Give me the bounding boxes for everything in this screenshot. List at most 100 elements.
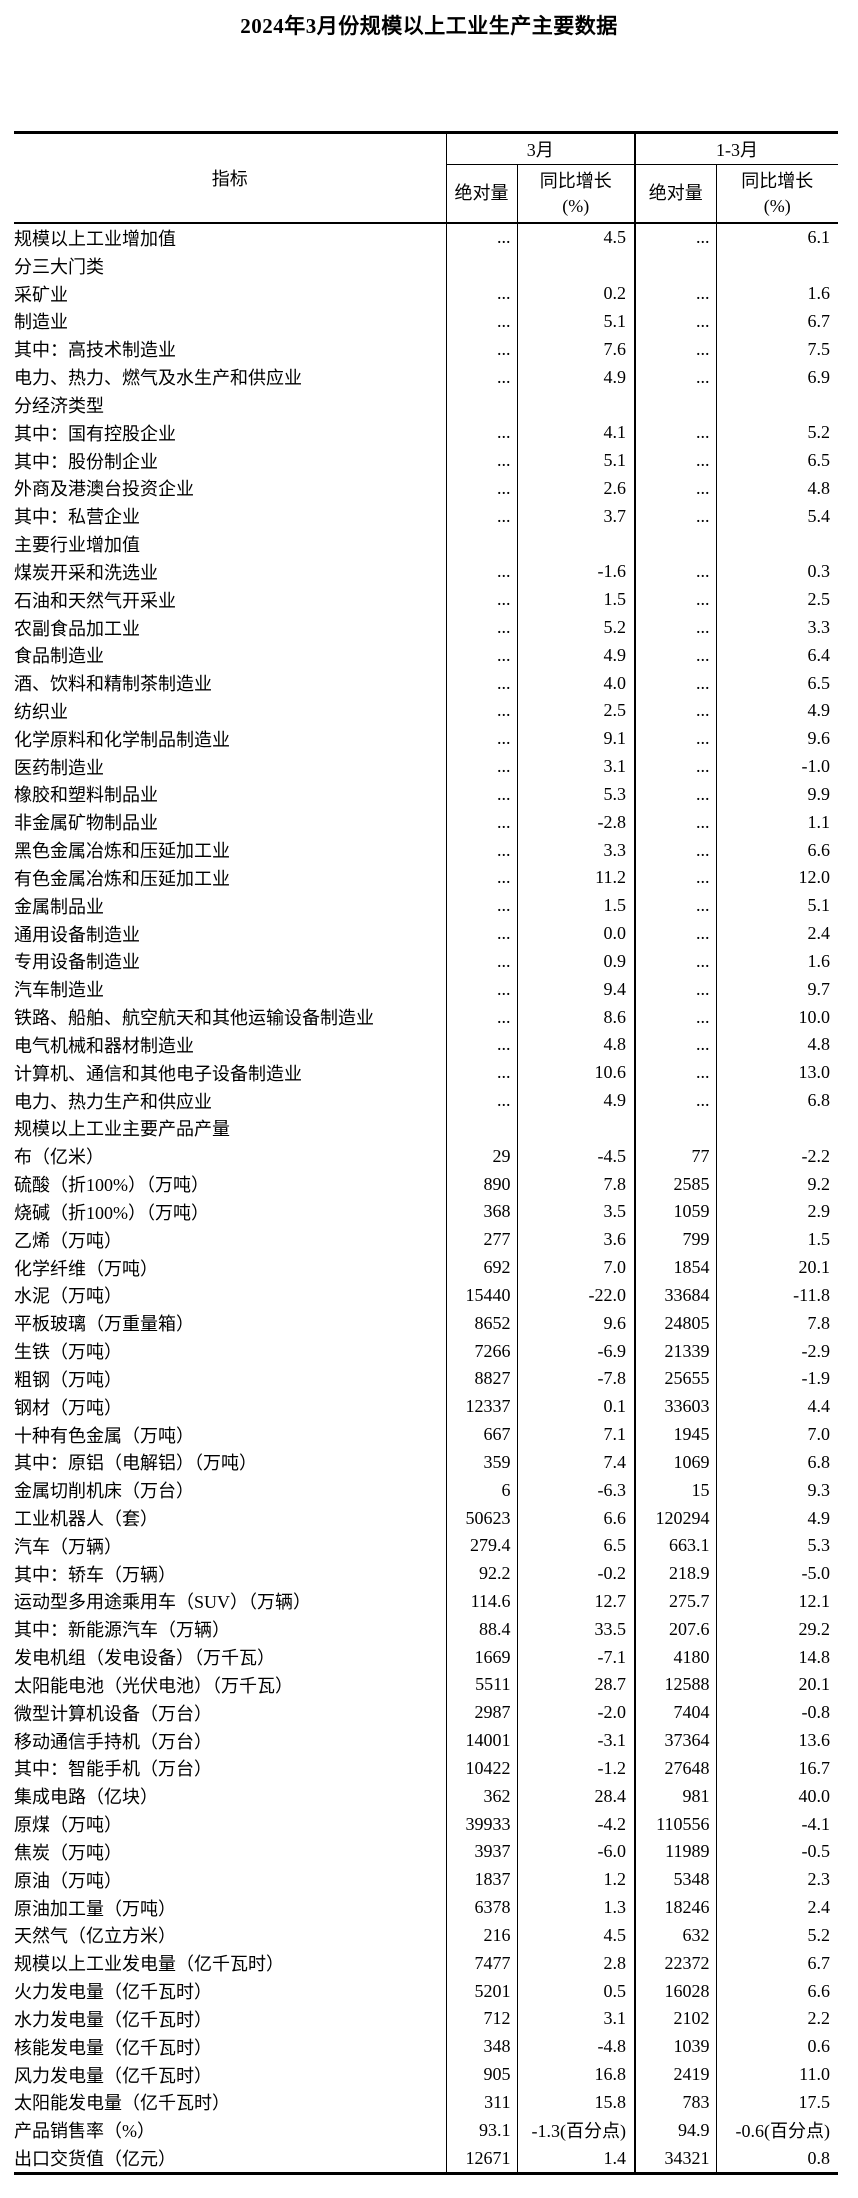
quarter-absolute-cell: ... <box>634 585 716 614</box>
march-yoy-cell: -22.0 <box>516 1281 635 1310</box>
quarter-absolute-cell: ... <box>634 223 716 252</box>
indicator-label: 硫酸（折100%）（万吨） <box>14 1175 209 1196</box>
quarter-yoy-cell: 0.8 <box>715 2144 838 2174</box>
table-row: 其中：智能手机（万台） 10422 -1.2 27648 16.7 <box>14 1754 838 1783</box>
table-row: 乙烯（万吨） 277 3.6 799 1.5 <box>14 1225 838 1254</box>
march-absolute-cell: ... <box>445 975 517 1004</box>
indicator-label: 金属切削机床（万台） <box>14 1481 194 1502</box>
march-yoy-cell: 6.5 <box>516 1531 635 1560</box>
indicator-label: 分三大门类 <box>14 256 104 277</box>
table-row: 规模以上工业发电量（亿千瓦时） 7477 2.8 22372 6.7 <box>14 1949 838 1978</box>
march-yoy-cell <box>516 251 635 280</box>
yoy-header-line1: 同比增长 <box>741 171 814 192</box>
march-yoy-cell: -4.8 <box>516 2032 635 2061</box>
march-absolute-cell: 5511 <box>445 1671 517 1699</box>
quarter-absolute-cell <box>634 530 716 558</box>
march-absolute-cell: ... <box>445 1058 517 1087</box>
table-row: 分经济类型 <box>14 390 838 419</box>
quarter-absolute-cell: 663.1 <box>634 1531 716 1560</box>
quarter-yoy-cell: 16.7 <box>715 1754 838 1783</box>
quarter-absolute-cell: ... <box>634 864 716 892</box>
table-row: 石油和天然气开采业... 1.5... 2.5 <box>14 585 838 614</box>
quarter-absolute-cell: ... <box>634 1086 716 1115</box>
quarter-yoy-cell: 2.9 <box>715 1197 838 1226</box>
table-row: 金属切削机床（万台） 6 -6.3 15 9.3 <box>14 1476 838 1505</box>
quarter-yoy-cell: 9.6 <box>715 724 838 753</box>
indicator-label: 食品制造业 <box>14 646 104 667</box>
indicator-label: 风力发电量（亿千瓦时） <box>14 2065 212 2086</box>
march-absolute-cell: 39933 <box>445 1810 517 1839</box>
table-header-group-row: 指标 3月 1-3月 <box>14 132 838 224</box>
table-row: 电力、热力、燃气及水生产和供应业... 4.9... 6.9 <box>14 363 838 391</box>
march-yoy-cell: 0.1 <box>516 1392 635 1421</box>
quarter-yoy-cell: -2.9 <box>715 1337 838 1365</box>
march-yoy-cell: 8.6 <box>516 1003 635 1032</box>
indicator-label: 纺织业 <box>14 701 68 722</box>
table-row: 黑色金属冶炼和压延加工业... 3.3... 6.6 <box>14 836 838 865</box>
quarter-yoy-cell: 5.3 <box>715 1531 838 1560</box>
indicator-label: 烧碱（折100%）（万吨） <box>14 1202 209 1223</box>
indicator-label: 乙烯（万吨） <box>14 1230 122 1251</box>
table-row: 铁路、船舶、航空航天和其他运输设备制造业... 8.6... 10.0 <box>14 1003 838 1032</box>
quarter-yoy-cell: 4.4 <box>715 1392 838 1421</box>
indicator-label: 规模以上工业发电量（亿千瓦时） <box>14 1954 284 1975</box>
table-row: 规模以上工业增加值... 4.5... 6.1 <box>14 223 838 252</box>
indicator-label: 其中：原铝（电解铝）（万吨） <box>14 1453 257 1474</box>
table-row: 橡胶和塑料制品业... 5.3... 9.9 <box>14 780 838 809</box>
quarter-absolute-cell: ... <box>634 1058 716 1087</box>
table-row: 水泥（万吨） 15440 -22.0 33684 -11.8 <box>14 1281 838 1310</box>
indicator-label: 电力、热力生产和供应业 <box>14 1091 212 1112</box>
table-row: 化学原料和化学制品制造业... 9.1... 9.6 <box>14 724 838 753</box>
page-title: 2024年3月份规模以上工业生产主要数据 <box>240 14 618 38</box>
quarter-absolute-cell: 7404 <box>634 1698 716 1727</box>
quarter-yoy-cell: 9.3 <box>715 1476 838 1505</box>
indicator-label: 汽车（万辆） <box>14 1536 122 1557</box>
indicator-label: 铁路、船舶、航空航天和其他运输设备制造业 <box>14 1008 374 1029</box>
indicator-label: 原油加工量（万吨） <box>14 1898 176 1919</box>
table-row: 化学纤维（万吨） 692 7.0 1854 20.1 <box>14 1253 838 1282</box>
march-absolute-cell: ... <box>445 502 517 531</box>
march-absolute-cell: 368 <box>445 1197 517 1226</box>
quarter-absolute-cell: ... <box>634 669 716 698</box>
march-absolute-cell: 277 <box>445 1225 517 1254</box>
march-yoy-cell: 1.5 <box>516 585 635 614</box>
quarter-yoy-cell: 10.0 <box>715 1003 838 1032</box>
table-row: 工业机器人（套） 50623 6.6 120294 4.9 <box>14 1504 838 1532</box>
quarter-absolute-cell: ... <box>634 502 716 531</box>
march-absolute-cell: 1669 <box>445 1643 517 1672</box>
quarter-yoy-cell: 4.9 <box>715 1504 838 1532</box>
column-group-jan-to-mar: 1-3月 <box>634 132 838 165</box>
quarter-absolute-cell: ... <box>634 641 716 670</box>
indicator-label: 其中：新能源汽车（万辆） <box>14 1620 230 1641</box>
quarter-absolute-cell: 77 <box>634 1142 716 1171</box>
table-row: 医药制造业... 3.1... -1.0 <box>14 752 838 781</box>
statistics-table-container: 指标 3月 1-3月 绝对量 同比增长 (%) 绝对量 同比增长 (%) 规模以上工… <box>14 131 858 2175</box>
march-yoy-cell: 0.2 <box>516 279 635 308</box>
march-absolute-cell <box>445 1114 517 1143</box>
march-absolute-cell: ... <box>445 585 517 614</box>
march-absolute-cell: 712 <box>445 2005 517 2033</box>
march-absolute-cell <box>445 251 517 280</box>
indicator-label: 焦炭（万吨） <box>14 1842 122 1863</box>
quarter-yoy-cell: 5.2 <box>715 1921 838 1950</box>
table-row: 烧碱（折100%）（万吨） 368 3.5 1059 2.9 <box>14 1197 838 1226</box>
march-absolute-cell: 216 <box>445 1921 517 1950</box>
march-yoy-cell: 0.0 <box>516 919 635 948</box>
table-row: 汽车（万辆） 279.4 6.5 663.1 5.3 <box>14 1531 838 1560</box>
table-row: 焦炭（万吨） 3937 -6.0 11989 -0.5 <box>14 1838 838 1866</box>
march-absolute-cell: ... <box>445 724 517 753</box>
indicator-label: 水泥（万吨） <box>14 1286 122 1307</box>
march-yoy-cell: -4.2 <box>516 1810 635 1839</box>
march-yoy-cell: 3.1 <box>516 2005 635 2033</box>
march-yoy-cell: 2.6 <box>516 474 635 503</box>
column-header-march-absolute: 绝对量 <box>445 164 517 224</box>
quarter-absolute-cell: ... <box>634 780 716 809</box>
quarter-yoy-cell: 20.1 <box>715 1253 838 1282</box>
quarter-yoy-cell: 2.5 <box>715 585 838 614</box>
march-yoy-cell: -7.1 <box>516 1643 635 1672</box>
quarter-absolute-cell: ... <box>634 363 716 391</box>
table-row: 非金属矿物制品业... -2.8... 1.1 <box>14 808 838 837</box>
table-row: 火力发电量（亿千瓦时） 5201 0.5 16028 6.6 <box>14 1977 838 2005</box>
indicator-label: 规模以上工业主要产品产量 <box>14 1119 230 1140</box>
march-yoy-cell: 15.8 <box>516 2088 635 2117</box>
